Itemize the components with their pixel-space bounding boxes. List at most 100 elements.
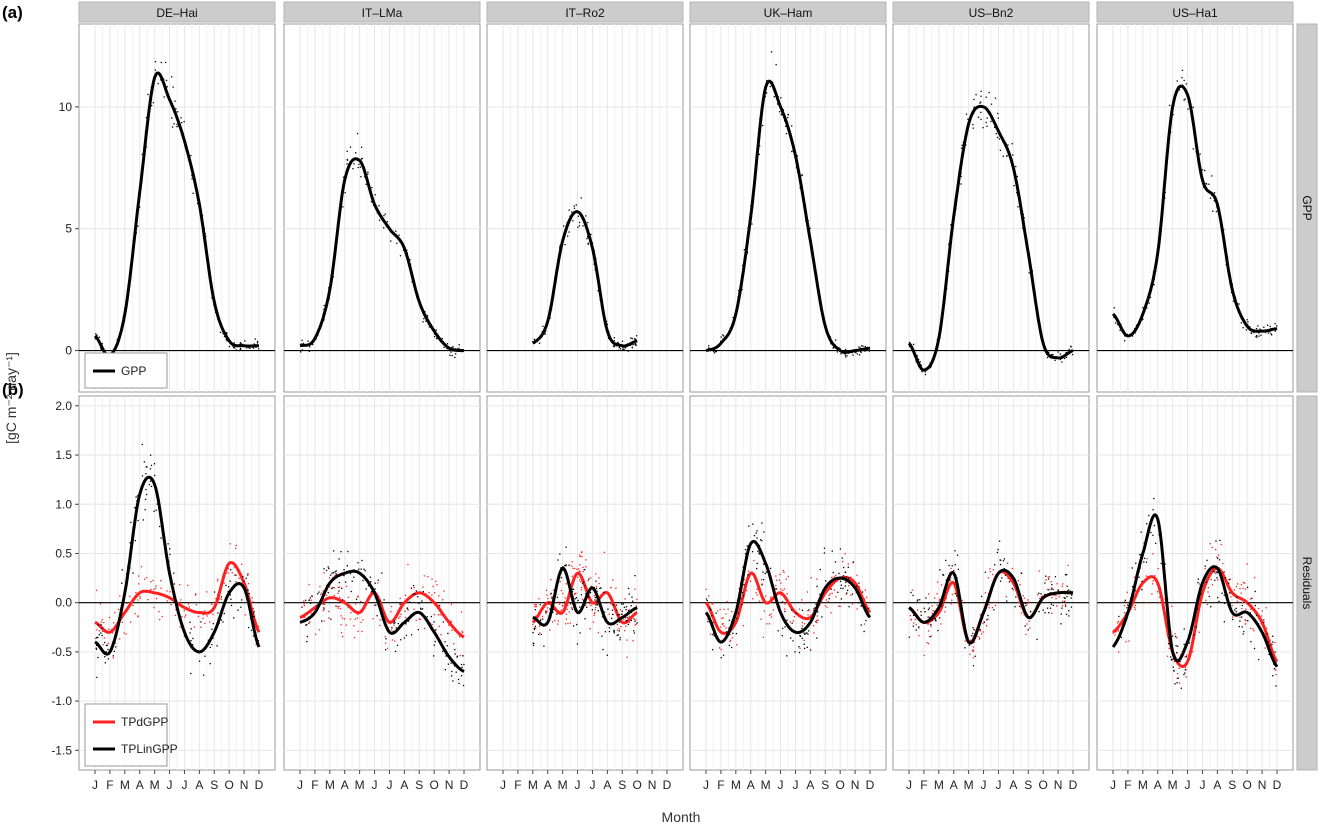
data-point bbox=[247, 589, 249, 592]
data-point bbox=[928, 607, 931, 609]
data-point bbox=[1038, 592, 1040, 594]
data-point bbox=[706, 600, 708, 602]
data-point bbox=[732, 316, 734, 319]
data-point bbox=[312, 343, 314, 346]
data-point bbox=[589, 627, 591, 630]
data-point bbox=[143, 461, 145, 463]
data-point bbox=[115, 646, 117, 648]
data-point bbox=[1183, 628, 1185, 630]
data-point bbox=[949, 580, 951, 582]
data-point bbox=[1255, 334, 1258, 337]
data-point bbox=[759, 145, 761, 147]
data-point bbox=[258, 348, 260, 350]
data-point bbox=[334, 571, 336, 573]
data-point bbox=[252, 347, 255, 349]
data-point bbox=[244, 340, 246, 342]
data-point bbox=[1178, 667, 1180, 669]
data-point bbox=[353, 636, 356, 639]
data-point bbox=[1164, 563, 1166, 565]
data-point bbox=[840, 353, 842, 355]
data-point bbox=[973, 98, 975, 101]
data-point bbox=[951, 565, 953, 567]
data-point bbox=[534, 625, 537, 628]
data-point bbox=[787, 113, 789, 116]
data-point bbox=[217, 612, 219, 614]
data-point bbox=[360, 146, 363, 148]
data-point bbox=[571, 607, 573, 609]
site-strip-background bbox=[1096, 1, 1294, 23]
x-tick-label: J bbox=[167, 778, 173, 792]
data-point bbox=[160, 79, 162, 81]
data-point bbox=[835, 596, 837, 598]
data-point bbox=[189, 632, 191, 634]
x-tick-label: S bbox=[1024, 778, 1032, 792]
data-point bbox=[759, 539, 762, 541]
data-point bbox=[258, 625, 260, 627]
data-point bbox=[359, 166, 362, 168]
data-point bbox=[634, 620, 636, 622]
panel-gpp-6 bbox=[1096, 23, 1294, 393]
data-point bbox=[579, 221, 581, 224]
data-point bbox=[105, 644, 108, 647]
data-point bbox=[616, 634, 618, 637]
data-point bbox=[912, 343, 915, 346]
data-point bbox=[1168, 637, 1170, 639]
data-point bbox=[157, 82, 159, 85]
data-point bbox=[1166, 655, 1169, 657]
data-point bbox=[441, 599, 444, 601]
data-point bbox=[136, 495, 139, 497]
data-point bbox=[784, 626, 786, 628]
data-point bbox=[863, 623, 866, 625]
data-point bbox=[323, 603, 326, 606]
data-point bbox=[1207, 587, 1210, 589]
data-point bbox=[392, 630, 394, 633]
x-tick-label: M bbox=[120, 778, 130, 792]
data-point bbox=[713, 352, 716, 354]
data-point bbox=[450, 603, 453, 605]
data-point bbox=[627, 350, 629, 352]
data-point bbox=[828, 597, 830, 600]
data-point bbox=[990, 120, 992, 123]
data-point bbox=[450, 351, 452, 353]
data-point bbox=[125, 633, 127, 635]
data-point bbox=[252, 601, 254, 603]
data-point bbox=[404, 610, 406, 612]
data-point bbox=[1172, 635, 1174, 637]
data-point bbox=[551, 597, 553, 599]
data-point bbox=[175, 609, 177, 611]
data-point bbox=[913, 622, 915, 624]
data-point bbox=[1239, 620, 1241, 622]
data-point bbox=[332, 572, 335, 574]
data-point bbox=[984, 571, 987, 573]
data-point bbox=[775, 584, 777, 587]
data-point bbox=[1001, 577, 1003, 579]
data-point bbox=[444, 641, 446, 643]
data-point bbox=[245, 577, 247, 580]
data-point bbox=[718, 647, 721, 649]
data-point bbox=[1173, 670, 1175, 672]
data-point bbox=[920, 364, 922, 367]
data-point bbox=[1052, 604, 1055, 607]
data-point bbox=[1233, 589, 1235, 591]
x-tick-label: J bbox=[372, 778, 378, 792]
data-point bbox=[941, 602, 944, 604]
data-point bbox=[563, 601, 565, 603]
data-point bbox=[235, 349, 237, 351]
data-point bbox=[337, 592, 339, 595]
data-point bbox=[1070, 606, 1073, 608]
data-point bbox=[545, 612, 547, 614]
data-point bbox=[795, 612, 797, 614]
data-point bbox=[150, 104, 153, 107]
data-point bbox=[740, 597, 742, 600]
data-point bbox=[190, 672, 192, 675]
data-point bbox=[1070, 594, 1073, 596]
x-tick-label: F bbox=[106, 778, 113, 792]
data-point bbox=[360, 568, 362, 570]
data-point bbox=[452, 680, 454, 682]
data-point bbox=[156, 503, 158, 505]
data-point bbox=[1061, 605, 1064, 607]
data-point bbox=[799, 635, 802, 637]
data-point bbox=[840, 584, 843, 586]
data-point bbox=[144, 508, 146, 511]
data-point bbox=[613, 629, 615, 632]
